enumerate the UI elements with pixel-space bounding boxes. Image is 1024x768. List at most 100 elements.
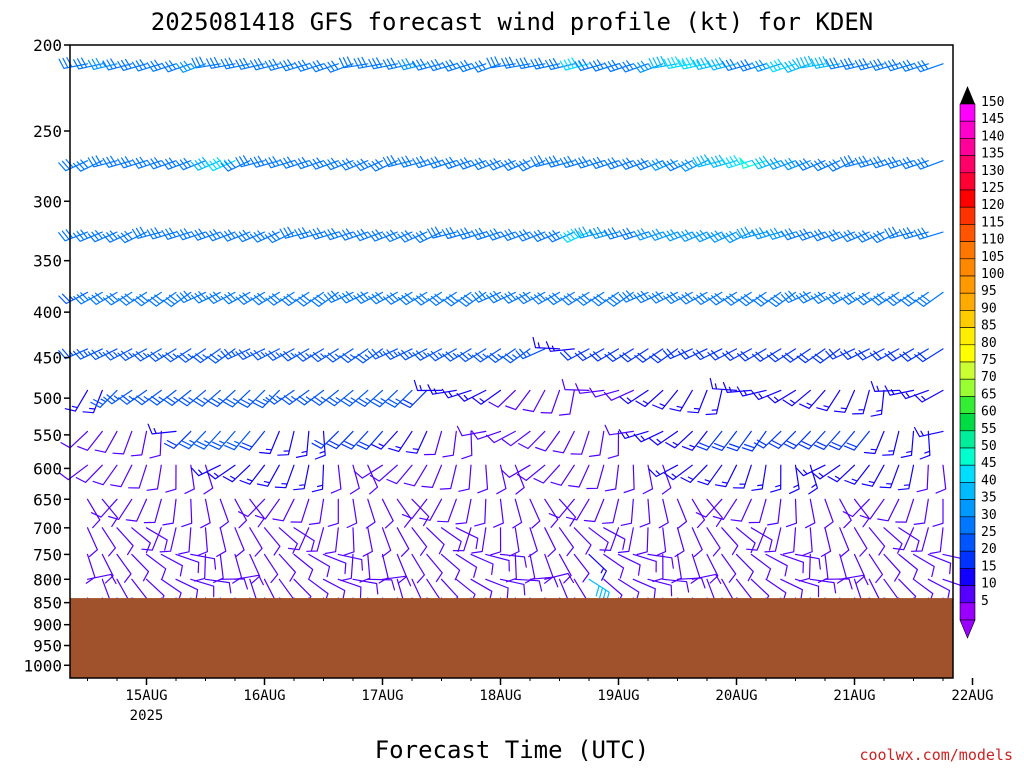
wind-barb <box>783 430 811 450</box>
colorbar-segment <box>959 361 976 380</box>
wind-barb <box>840 348 870 360</box>
wind-barb <box>722 291 752 306</box>
wind-barb <box>499 578 526 596</box>
wind-barb <box>825 291 856 305</box>
wind-barb <box>264 58 295 71</box>
wind-barb <box>559 228 590 243</box>
wind-barb <box>252 389 280 409</box>
wind-barb <box>471 527 487 554</box>
wind-barb <box>265 291 295 306</box>
y-tick-label: 950 <box>33 637 62 656</box>
wind-barb <box>839 498 852 529</box>
wind-barb <box>371 430 398 450</box>
wind-barb <box>477 464 489 494</box>
wind-barb <box>752 291 782 307</box>
wind-barb <box>132 291 162 307</box>
colorbar: 1501451401351301251201151101051009590858… <box>959 86 1004 639</box>
wind-barb <box>293 527 315 552</box>
wind-barb <box>205 157 236 172</box>
wind-barb <box>855 291 885 306</box>
wind-barb <box>295 291 325 307</box>
wind-barb <box>674 527 685 558</box>
wind-barb <box>781 348 811 363</box>
wind-barb <box>486 430 516 444</box>
wind-barb <box>665 430 693 449</box>
wind-barb <box>382 57 413 70</box>
wind-barb <box>824 498 834 529</box>
wind-barb <box>388 430 413 452</box>
wind-barb <box>677 291 708 305</box>
wind-barb <box>117 348 148 361</box>
wind-barb <box>490 527 502 556</box>
wind-barb <box>471 290 502 303</box>
wind-barb <box>294 227 325 240</box>
wind-barb <box>133 389 162 406</box>
wind-barb <box>293 553 314 580</box>
wind-barb <box>367 578 396 591</box>
wind-barb <box>721 155 752 169</box>
colorbar-segment <box>959 413 976 432</box>
wind-barb <box>403 464 428 487</box>
wind-barb <box>853 527 868 557</box>
wind-barb <box>64 389 89 412</box>
wind-barb <box>411 527 428 556</box>
colorbar-top-arrow <box>960 86 975 104</box>
wind-barb <box>691 498 706 529</box>
x-tick-label: 20AUG <box>715 688 757 704</box>
wind-barb <box>471 430 502 440</box>
wind-barb <box>441 227 472 240</box>
wind-barb <box>101 553 114 584</box>
wind-barb <box>842 498 870 518</box>
wind-barb <box>647 578 673 597</box>
wind-barb <box>368 291 398 305</box>
wind-barb <box>810 291 841 304</box>
wind-barb <box>337 553 363 571</box>
wind-barb <box>191 56 221 69</box>
wind-barb <box>603 553 625 579</box>
wind-barb <box>306 527 325 552</box>
wind-barb <box>816 389 841 412</box>
wind-barb <box>116 553 132 583</box>
wind-barb <box>396 553 407 584</box>
wind-barb <box>916 464 929 493</box>
wind-barb <box>471 60 502 73</box>
wind-barb <box>505 553 517 583</box>
wind-barb <box>633 430 664 443</box>
wind-barb <box>102 230 133 243</box>
wind-barb <box>648 55 679 69</box>
y-axis: 200 250 300 350 400 450 500 550 600 650 700 750 800 8… <box>23 36 70 675</box>
wind-barb <box>176 60 207 73</box>
wind-barb <box>514 578 543 592</box>
wind-barb <box>558 527 574 557</box>
wind-barb <box>411 498 430 527</box>
wind-barb <box>913 157 944 170</box>
wind-barb <box>780 59 811 73</box>
wind-barb <box>86 527 98 558</box>
wind-barb <box>795 291 826 304</box>
colorbar-segment <box>959 568 976 586</box>
wind-barb <box>338 56 369 69</box>
wind-barb <box>782 527 797 555</box>
wind-barb <box>249 230 280 243</box>
colorbar-tick-label: 40 <box>981 473 997 488</box>
wind-barb <box>721 527 739 556</box>
wind-barb <box>249 155 280 168</box>
wind-barb <box>735 553 754 582</box>
wind-barb <box>381 498 394 529</box>
wind-barb <box>442 348 472 362</box>
wind-barb <box>147 423 177 435</box>
wind-barb <box>58 159 89 172</box>
wind-barb <box>383 291 413 305</box>
wind-barb <box>190 553 217 570</box>
wind-barb <box>840 155 870 168</box>
wind-barb <box>692 154 723 168</box>
wind-barb <box>486 348 516 363</box>
wind-barb <box>661 464 672 495</box>
wind-barb <box>868 527 886 556</box>
wind-barb <box>766 389 797 404</box>
wind-barb <box>340 389 369 407</box>
wind-barb <box>929 527 944 555</box>
wind-barb <box>895 498 915 523</box>
wind-barb <box>294 348 325 362</box>
wind-barb <box>330 464 342 494</box>
